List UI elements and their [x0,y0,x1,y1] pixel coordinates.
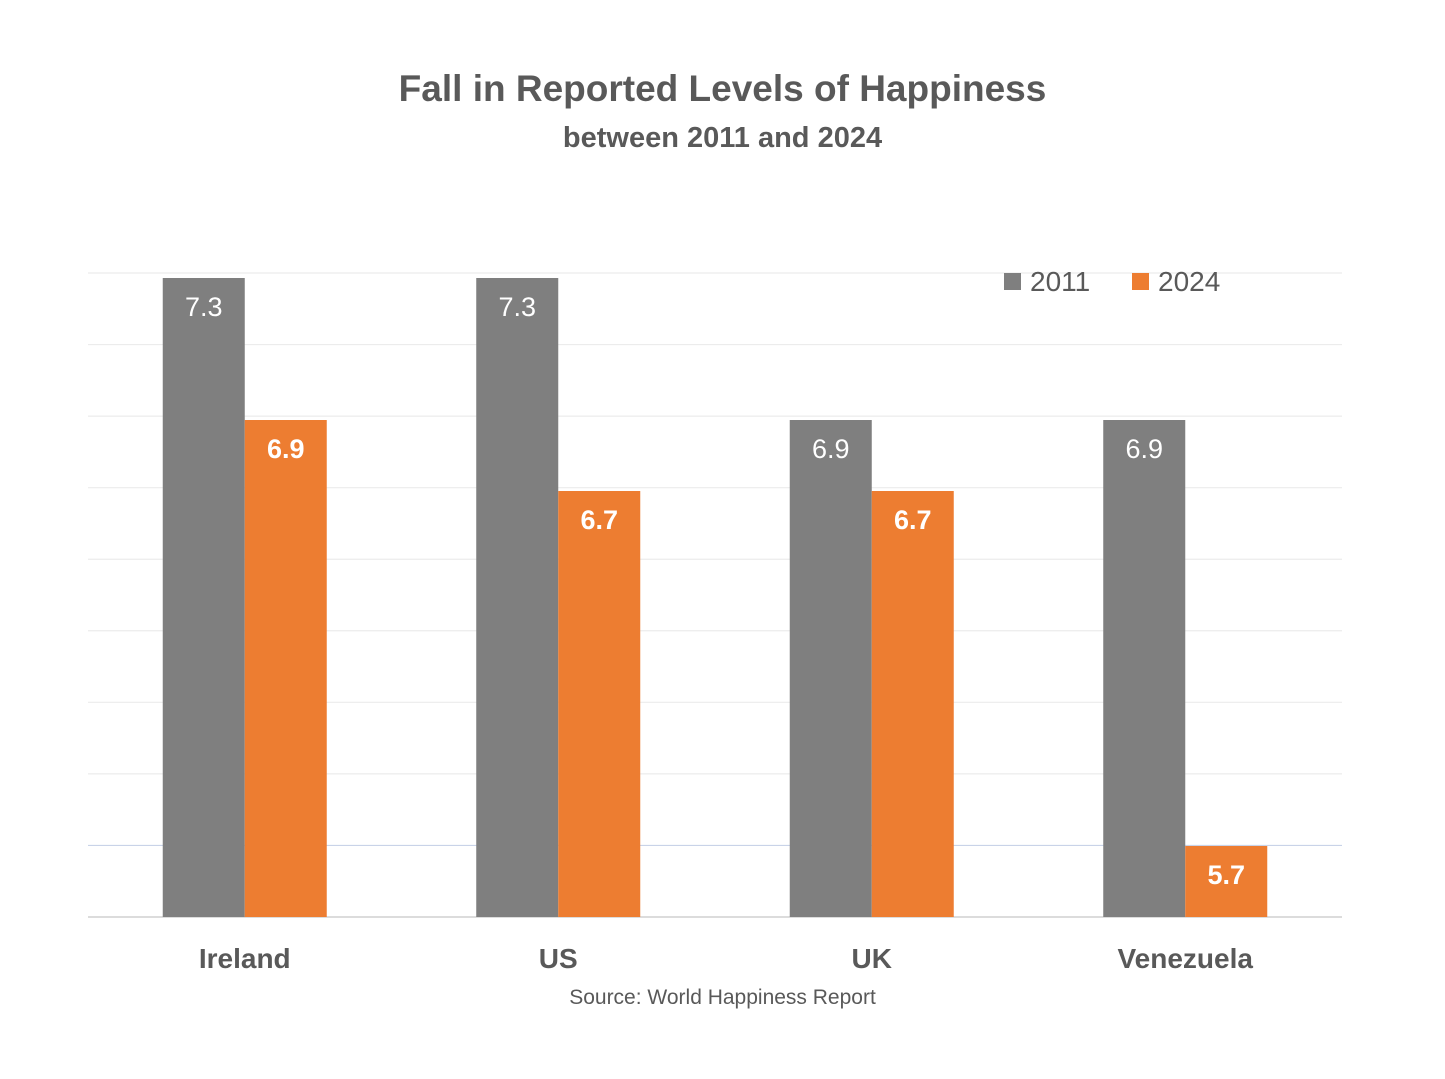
chart-subtitle: between 2011 and 2024 [562,122,883,154]
bar-us-2024 [558,491,641,917]
category-label-us: US [539,943,578,974]
bar-venezuela-2011 [1103,420,1186,917]
data-label-uk-2024: 6.7 [894,505,932,535]
data-label-uk-2011: 6.9 [812,434,850,464]
data-label-us-2024: 6.7 [580,505,618,535]
data-label-us-2011: 7.3 [498,292,536,322]
legend-label-2011: 2011 [1030,266,1090,297]
data-label-ireland-2024: 6.9 [267,434,305,464]
legend-swatch-2011 [1004,273,1021,290]
data-label-venezuela-2024: 5.7 [1207,860,1245,890]
bar-us-2011 [476,278,559,917]
data-label-ireland-2011: 7.3 [185,292,223,322]
category-label-ireland: Ireland [199,943,291,974]
legend-label-2024: 2024 [1158,266,1220,297]
category-label-uk: UK [852,943,892,974]
bar-ireland-2011 [162,278,245,917]
bar-ireland-2024 [244,420,327,917]
bar-uk-2011 [789,420,872,917]
bar-venezuela-2024 [1185,846,1268,917]
chart-title: Fall in Reported Levels of Happiness [398,68,1047,109]
source-note: Source: World Happiness Report [569,986,876,1009]
bar-uk-2024 [871,491,954,917]
data-label-venezuela-2011: 6.9 [1125,434,1163,464]
legend-swatch-2024 [1132,273,1149,290]
category-label-venezuela: Venezuela [1118,943,1254,974]
